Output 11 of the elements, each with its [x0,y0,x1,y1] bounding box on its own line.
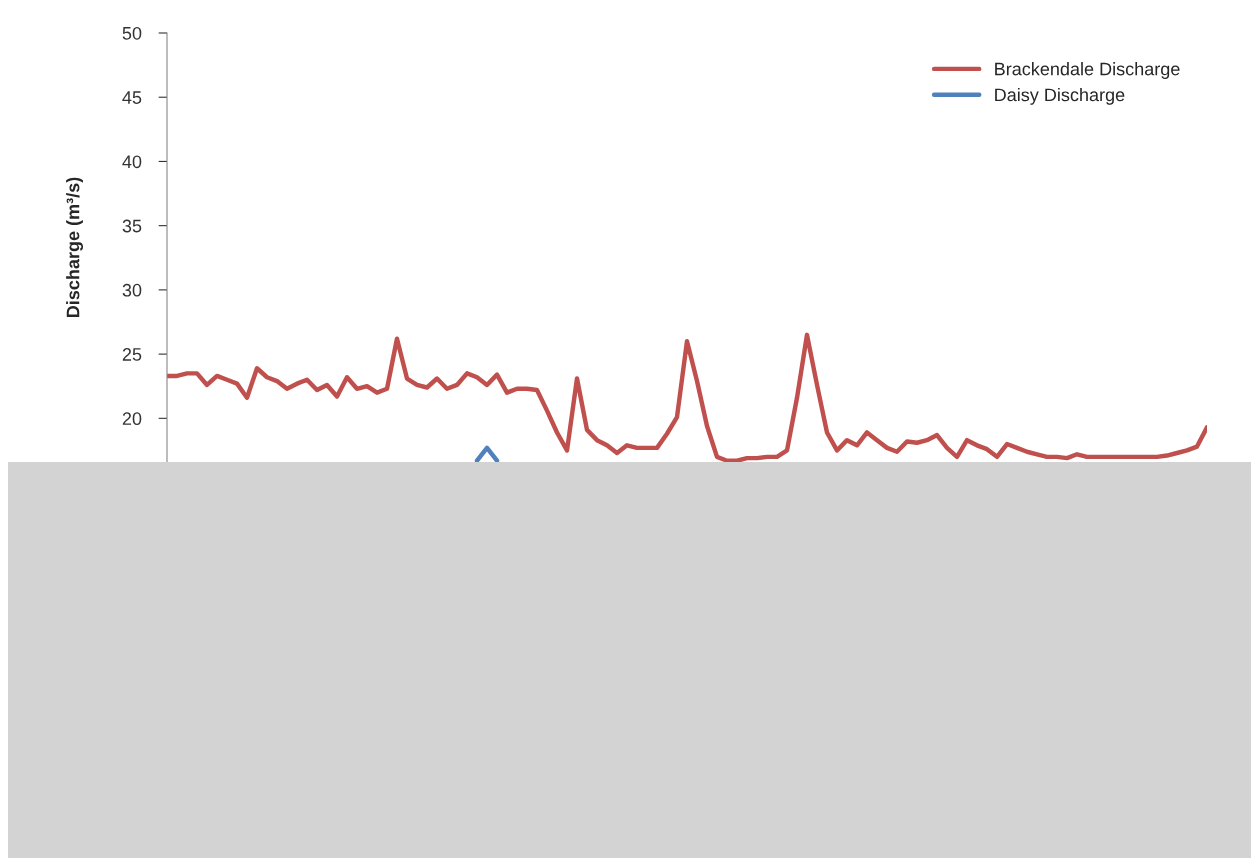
y-tick-label: 30 [122,283,142,297]
legend-label: Daisy Discharge [995,87,1125,105]
y-axis-title: Discharge (m³/s) [66,177,84,318]
y-tick-label: 25 [122,348,142,361]
y-tick-label: 35 [122,219,142,233]
y-tick-label: 40 [122,155,142,169]
legend-label: Brackendale Discharge [995,62,1180,79]
line-series [167,332,1207,462]
y-tick-label: 50 [122,26,142,40]
y-tick-label: 20 [122,412,142,426]
y-tick-label: 45 [122,91,142,104]
